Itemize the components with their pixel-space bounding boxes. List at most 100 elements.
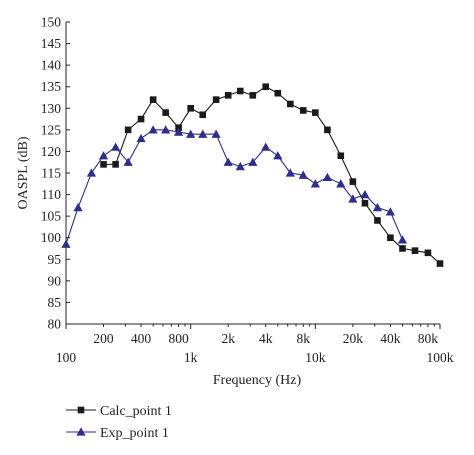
x-minor-tick-label: 800 xyxy=(168,331,189,346)
data-point xyxy=(397,235,408,244)
x-minor-tick-label: 4k xyxy=(259,331,273,346)
data-point xyxy=(312,109,319,116)
y-tick-label: 150 xyxy=(41,15,62,30)
x-minor-tick-label: 80k xyxy=(418,331,439,346)
data-point xyxy=(148,125,158,134)
data-point xyxy=(123,157,133,166)
legend-label: Calc_point 1 xyxy=(100,404,172,419)
data-point xyxy=(173,127,184,136)
y-tick-label: 130 xyxy=(41,101,62,116)
data-point xyxy=(98,151,109,160)
data-point xyxy=(262,83,270,91)
data-point xyxy=(424,249,432,257)
data-point xyxy=(111,142,121,151)
data-point xyxy=(199,111,207,119)
data-point xyxy=(187,104,194,112)
data-point xyxy=(411,247,419,254)
data-point xyxy=(322,172,333,181)
y-tick-label: 115 xyxy=(41,166,61,181)
data-point xyxy=(61,239,71,248)
data-point xyxy=(235,161,245,171)
y-tick-label: 140 xyxy=(41,58,62,73)
y-tick-label: 100 xyxy=(41,230,62,245)
x-axis-title: Frequency (Hz) xyxy=(213,373,302,388)
y-tick-label: 85 xyxy=(48,295,62,310)
x-minor-tick-label: 200 xyxy=(93,331,114,346)
data-point xyxy=(436,260,444,267)
data-point xyxy=(298,170,308,179)
data-point xyxy=(337,152,345,160)
series-layer xyxy=(61,83,444,267)
data-point xyxy=(198,129,208,138)
series-line xyxy=(103,86,441,265)
data-point xyxy=(100,161,107,168)
data-point xyxy=(211,129,221,138)
x-minor-tick-label: 40k xyxy=(380,331,401,346)
data-point xyxy=(348,194,358,203)
x-major-tick-label: 100k xyxy=(427,350,454,365)
data-point xyxy=(137,115,145,123)
data-point xyxy=(224,92,232,99)
data-point xyxy=(349,178,357,185)
data-point xyxy=(287,100,294,108)
legend-marker xyxy=(77,406,85,414)
data-point xyxy=(161,125,171,134)
data-point xyxy=(360,189,370,199)
data-point xyxy=(124,126,132,134)
data-point xyxy=(374,217,381,224)
y-tick-label: 125 xyxy=(41,122,62,137)
x-major-tick-label: 100 xyxy=(56,350,77,365)
data-point xyxy=(223,157,233,166)
legend-item: Calc_point 1 xyxy=(66,404,172,419)
y-tick-label: 105 xyxy=(41,209,62,224)
legend-label: Exp_point 1 xyxy=(100,426,169,441)
y-axis-title: OASPL (dB) xyxy=(16,136,31,209)
y-axis-ticks: 80 85 90 95 100 105 110 115 120 125 130 135 140 145 15… xyxy=(41,15,70,332)
data-point xyxy=(236,87,244,95)
series-line xyxy=(65,129,403,245)
data-point xyxy=(299,107,307,114)
x-minor-tick-label: 8k xyxy=(297,331,311,346)
x-minor-tick-label: 20k xyxy=(343,331,364,346)
series-exp xyxy=(61,125,408,248)
series-calc xyxy=(100,83,444,267)
y-tick-label: 95 xyxy=(48,252,62,267)
data-point xyxy=(261,142,271,151)
legend-item: Exp_point 1 xyxy=(66,426,169,441)
data-point xyxy=(112,161,119,168)
data-point xyxy=(285,168,295,177)
data-point xyxy=(149,96,157,103)
y-tick-label: 80 xyxy=(48,317,62,332)
x-minor-tick-label: 2k xyxy=(221,331,235,346)
data-point xyxy=(249,92,257,99)
x-major-tick-label: 10k xyxy=(305,350,326,365)
data-point xyxy=(372,202,383,212)
y-tick-label: 145 xyxy=(41,36,62,51)
legend: Calc_point 1 Exp_point 1 xyxy=(66,404,172,441)
data-point xyxy=(387,234,394,242)
axes xyxy=(65,22,440,325)
data-point xyxy=(361,199,369,207)
data-point xyxy=(248,157,258,166)
data-point xyxy=(399,245,406,252)
data-point xyxy=(73,202,83,212)
data-point xyxy=(310,179,320,188)
data-point xyxy=(385,207,395,216)
data-point xyxy=(162,109,169,116)
data-point xyxy=(324,126,331,134)
data-point xyxy=(212,96,220,103)
x-axis-ticks: 100 1k 10k 100k 200 400 800 2k 4k 8k 20k 40k 80k xyxy=(56,324,454,365)
data-point xyxy=(136,133,146,143)
y-tick-label: 120 xyxy=(41,144,62,159)
x-minor-tick-label: 400 xyxy=(131,331,152,346)
data-point xyxy=(86,168,97,177)
x-major-tick-label: 1k xyxy=(184,350,198,365)
y-tick-label: 110 xyxy=(41,187,61,202)
data-point xyxy=(274,89,282,97)
data-point xyxy=(273,151,283,160)
legend-marker xyxy=(76,427,86,436)
y-tick-label: 90 xyxy=(48,273,62,288)
data-point xyxy=(336,179,346,188)
y-tick-label: 135 xyxy=(41,79,62,94)
